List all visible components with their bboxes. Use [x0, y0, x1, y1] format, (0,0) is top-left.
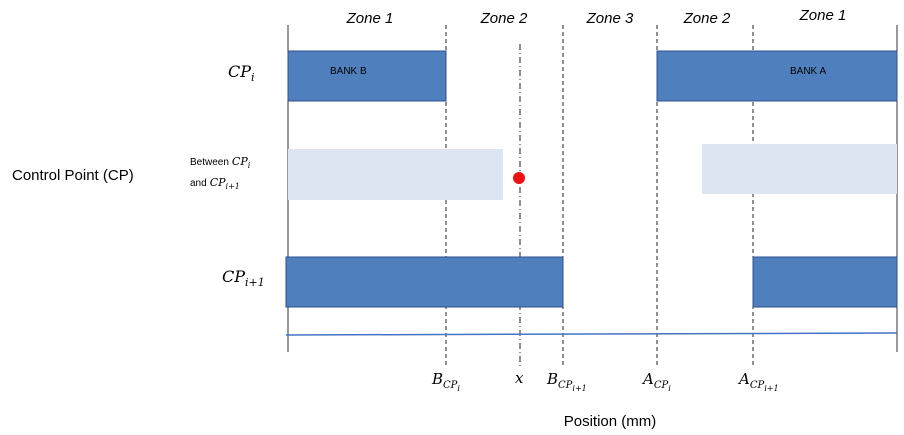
bar-cp-next-right: [752, 256, 898, 308]
bar-cp-next-left: [285, 256, 564, 308]
position-x-point: [513, 172, 525, 184]
zone-label-2-left: Zone 2: [480, 10, 528, 27]
zone-label-1-right: Zone 1: [799, 7, 847, 24]
row-label-between-line1: Between CPi: [190, 155, 251, 170]
tick-x: x: [515, 369, 524, 387]
between-bar-left: [288, 149, 503, 200]
zone-label-1-left: Zone 1: [346, 10, 394, 27]
between-bar-right: [702, 144, 897, 194]
zone-label-2-right: Zone 2: [683, 10, 731, 27]
tick-b-cp-i: BCPi: [431, 370, 460, 393]
bank-a-label: BANK A: [790, 66, 826, 77]
tick-a-cp-i: ACPi: [641, 370, 671, 393]
bank-b-label: BANK B: [330, 66, 367, 77]
bank-b-bar-cp-i: [287, 50, 447, 102]
row-label-between-line2: and CPi+1: [190, 176, 240, 191]
row-label-cp-next: CPi+1: [222, 267, 265, 289]
row-label-cp-i: CPi: [228, 62, 255, 84]
tick-b-cp-next: BCPi+1: [546, 370, 587, 393]
zone-label-3: Zone 3: [586, 10, 634, 27]
tick-a-cp-next: ACPi+1: [737, 370, 779, 393]
axis-title-position: Position (mm): [564, 413, 657, 430]
bank-a-bar-cp-i: [656, 50, 898, 102]
side-label-control-point: Control Point (CP): [12, 167, 134, 184]
position-axis-line: [285, 332, 898, 336]
